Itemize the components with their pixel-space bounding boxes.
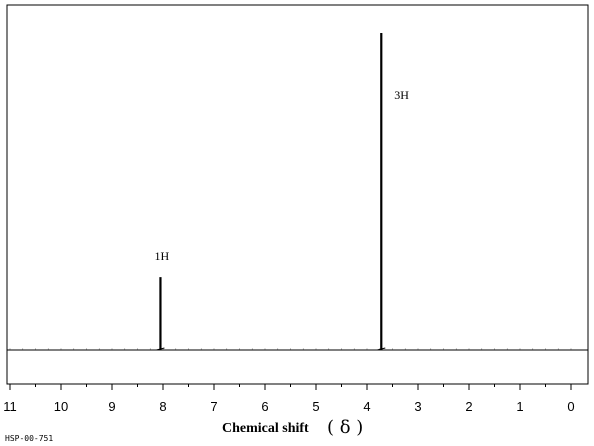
- x-tick-label: 9: [108, 399, 115, 414]
- x-tick-label: 10: [54, 399, 68, 414]
- peak-base-1H: [156, 347, 165, 351]
- x-tick-label: 6: [261, 399, 268, 414]
- x-tick-label: 5: [312, 399, 319, 414]
- plot-frame: [6, 4, 589, 385]
- peak-base-3H: [377, 347, 386, 351]
- x-tick-label: 8: [159, 399, 166, 414]
- x-axis-label-symbol: ( δ ): [327, 417, 363, 438]
- x-tick-label: 7: [210, 399, 217, 414]
- spectrum-code: HSP-00-751: [5, 434, 53, 443]
- peaks: 1H 3H: [154, 33, 409, 351]
- x-tick-label: 11: [3, 399, 17, 414]
- x-axis: 11 10 9 8 7 6 5 4 3 2 1 0: [3, 383, 588, 414]
- x-tick-label: 0: [567, 399, 574, 414]
- x-axis-label: Chemical shift: [222, 421, 309, 436]
- peak-label: 1H: [154, 249, 169, 263]
- x-tick-label: 4: [363, 399, 370, 414]
- x-tick-label: 3: [414, 399, 421, 414]
- x-tick-label: 1: [516, 399, 523, 414]
- peak-label: 3H: [394, 88, 409, 102]
- x-tick-label: 2: [465, 399, 472, 414]
